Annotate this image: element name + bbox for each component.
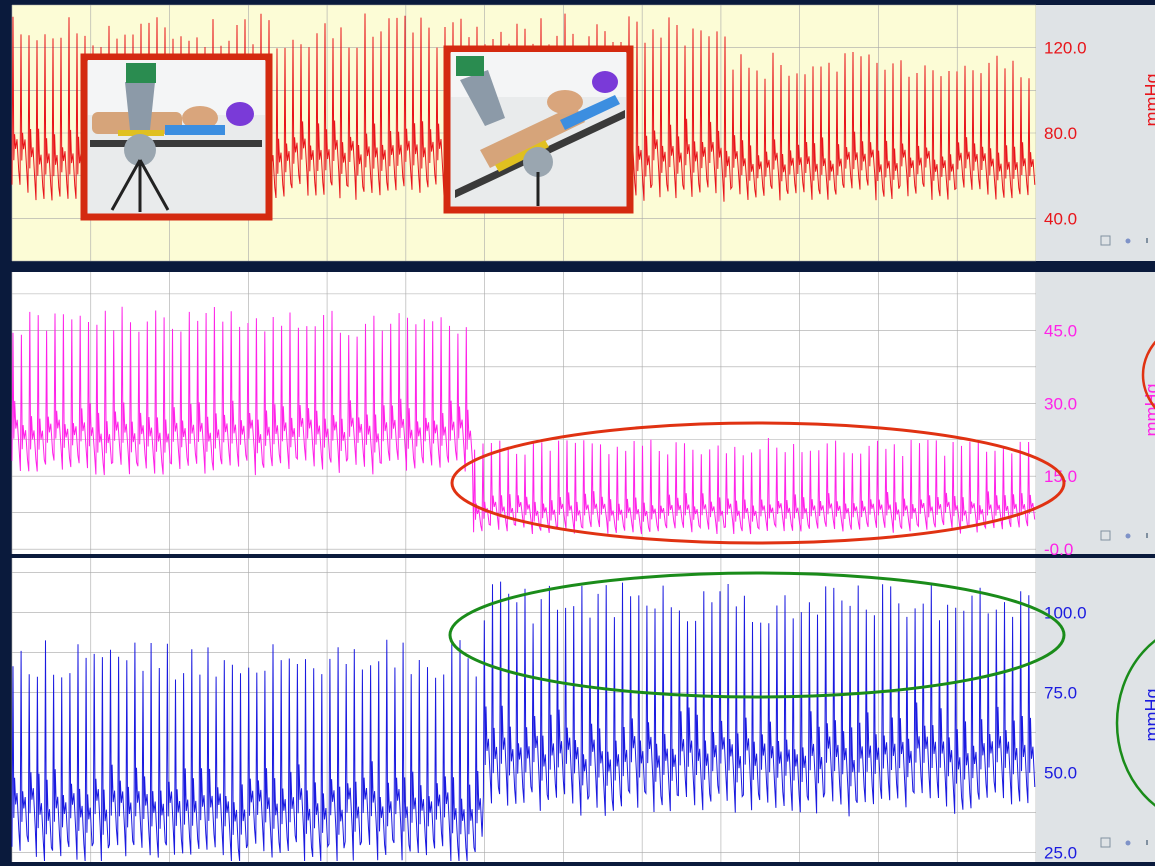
head-support: [165, 125, 225, 135]
bag-valve-mask: [226, 102, 254, 126]
annotation-ellipse-red-scale: [1141, 340, 1155, 410]
pulmonary-pressure-panel: 45.0 30.0 15.0 -0.0 mmHg: [11, 272, 1155, 559]
y-tick-label: 40.0: [1044, 209, 1077, 228]
y-tick-label: 100.0: [1044, 603, 1087, 622]
y-tick-label: 50.0: [1044, 763, 1077, 782]
y-tick-label: 30.0: [1044, 394, 1077, 413]
pivot-gear: [124, 134, 156, 166]
y-tick-label: 80.0: [1044, 124, 1077, 143]
y-tick-label: -0.0: [1044, 540, 1073, 559]
panel2-side-bg: [1036, 272, 1155, 554]
panel3-y-ticks: 100.0 75.0 50.0 25.0: [1044, 603, 1087, 862]
panel3-toolbar-icons[interactable]: [1100, 837, 1148, 848]
y-tick-label: 75.0: [1044, 683, 1077, 702]
panel1-toolbar-icons[interactable]: [1100, 235, 1148, 246]
panel1-unit-label: mmHg: [1142, 74, 1155, 127]
cpr-device-top: [126, 63, 156, 83]
venous-pressure-panel: 100.0 75.0 50.0 25.0 mmHg: [11, 558, 1155, 862]
cpr-device-body: [125, 82, 155, 130]
cpr-device-photo-tilted: [443, 45, 634, 214]
annotation-ellipse-green-scale: [1115, 639, 1155, 807]
panel3-trace: [11, 581, 1036, 862]
y-tick-label: 15.0: [1044, 467, 1077, 486]
y-tick-label: 25.0: [1044, 843, 1077, 862]
y-tick-label: 45.0: [1044, 321, 1077, 340]
panel1-y-ticks: 120.0 80.0 40.0: [1044, 39, 1087, 229]
annotation-ellipse-green-trace: [448, 571, 1066, 699]
panel1-side-bg: [1036, 5, 1155, 261]
panel2-toolbar-icons[interactable]: [1100, 530, 1148, 541]
panel2-unit-label: mmHg: [1142, 384, 1155, 437]
manikin-head: [182, 106, 218, 130]
table-rail: [90, 140, 262, 147]
cpr-device-photo-flat: [80, 53, 273, 221]
panel3-unit-label: mmHg: [1142, 689, 1155, 742]
panel3-side-bg: [1036, 558, 1155, 862]
annotation-ellipse-red-trace: [450, 421, 1066, 545]
y-tick-label: 120.0: [1044, 39, 1087, 58]
panel2-y-ticks: 45.0 30.0 15.0 -0.0: [1044, 321, 1077, 559]
